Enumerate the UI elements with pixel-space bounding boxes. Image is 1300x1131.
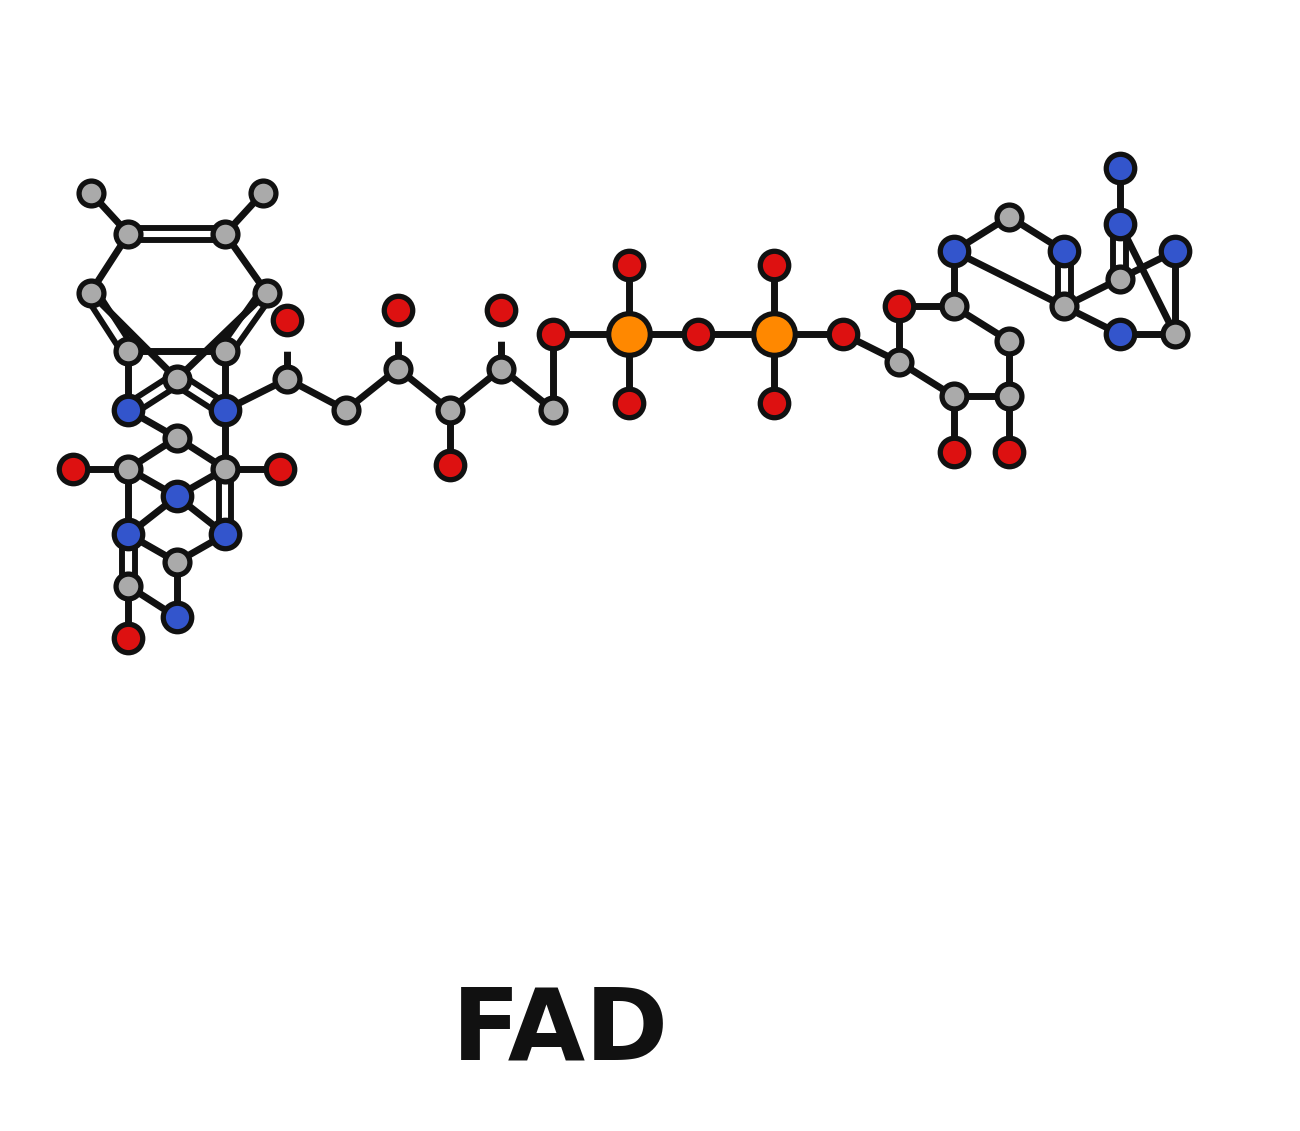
Point — [118, 343, 139, 361]
Point — [944, 387, 965, 405]
Point — [118, 402, 139, 420]
Point — [439, 456, 460, 474]
Point — [118, 629, 139, 647]
Point — [833, 325, 854, 343]
Point — [166, 370, 187, 388]
Point — [1054, 297, 1075, 316]
Point — [166, 608, 187, 627]
Point — [888, 297, 909, 316]
Point — [277, 311, 298, 329]
Point — [998, 208, 1019, 226]
Point — [1109, 215, 1130, 233]
Point — [688, 325, 709, 343]
Point — [543, 325, 564, 343]
Point — [387, 301, 408, 319]
Point — [81, 183, 101, 201]
Point — [256, 284, 277, 302]
Point — [214, 459, 235, 477]
Point — [81, 284, 101, 302]
Point — [214, 225, 235, 243]
Point — [764, 256, 785, 274]
Point — [619, 256, 640, 274]
Point — [1109, 325, 1130, 343]
Point — [764, 394, 785, 412]
Point — [944, 442, 965, 460]
Point — [214, 402, 235, 420]
Point — [439, 402, 460, 420]
Point — [491, 360, 512, 378]
Point — [214, 343, 235, 361]
Point — [944, 242, 965, 260]
Text: FAD: FAD — [452, 983, 670, 1080]
Point — [764, 325, 785, 343]
Point — [118, 225, 139, 243]
Point — [214, 526, 235, 544]
Point — [1109, 159, 1130, 178]
Point — [491, 301, 512, 319]
Point — [277, 370, 298, 388]
Point — [387, 360, 408, 378]
Point — [543, 402, 564, 420]
Point — [252, 183, 273, 201]
Point — [270, 459, 291, 477]
Point — [998, 442, 1019, 460]
Point — [166, 429, 187, 447]
Point — [1109, 270, 1130, 288]
Point — [1165, 325, 1186, 343]
Point — [118, 526, 139, 544]
Point — [1165, 242, 1186, 260]
Point — [619, 325, 640, 343]
Point — [1054, 242, 1075, 260]
Point — [118, 459, 139, 477]
Point — [166, 487, 187, 506]
Point — [619, 394, 640, 412]
Point — [166, 553, 187, 571]
Point — [998, 387, 1019, 405]
Point — [998, 333, 1019, 351]
Point — [944, 297, 965, 316]
Point — [62, 459, 83, 477]
Point — [118, 577, 139, 595]
Point — [335, 402, 356, 420]
Point — [888, 353, 909, 371]
